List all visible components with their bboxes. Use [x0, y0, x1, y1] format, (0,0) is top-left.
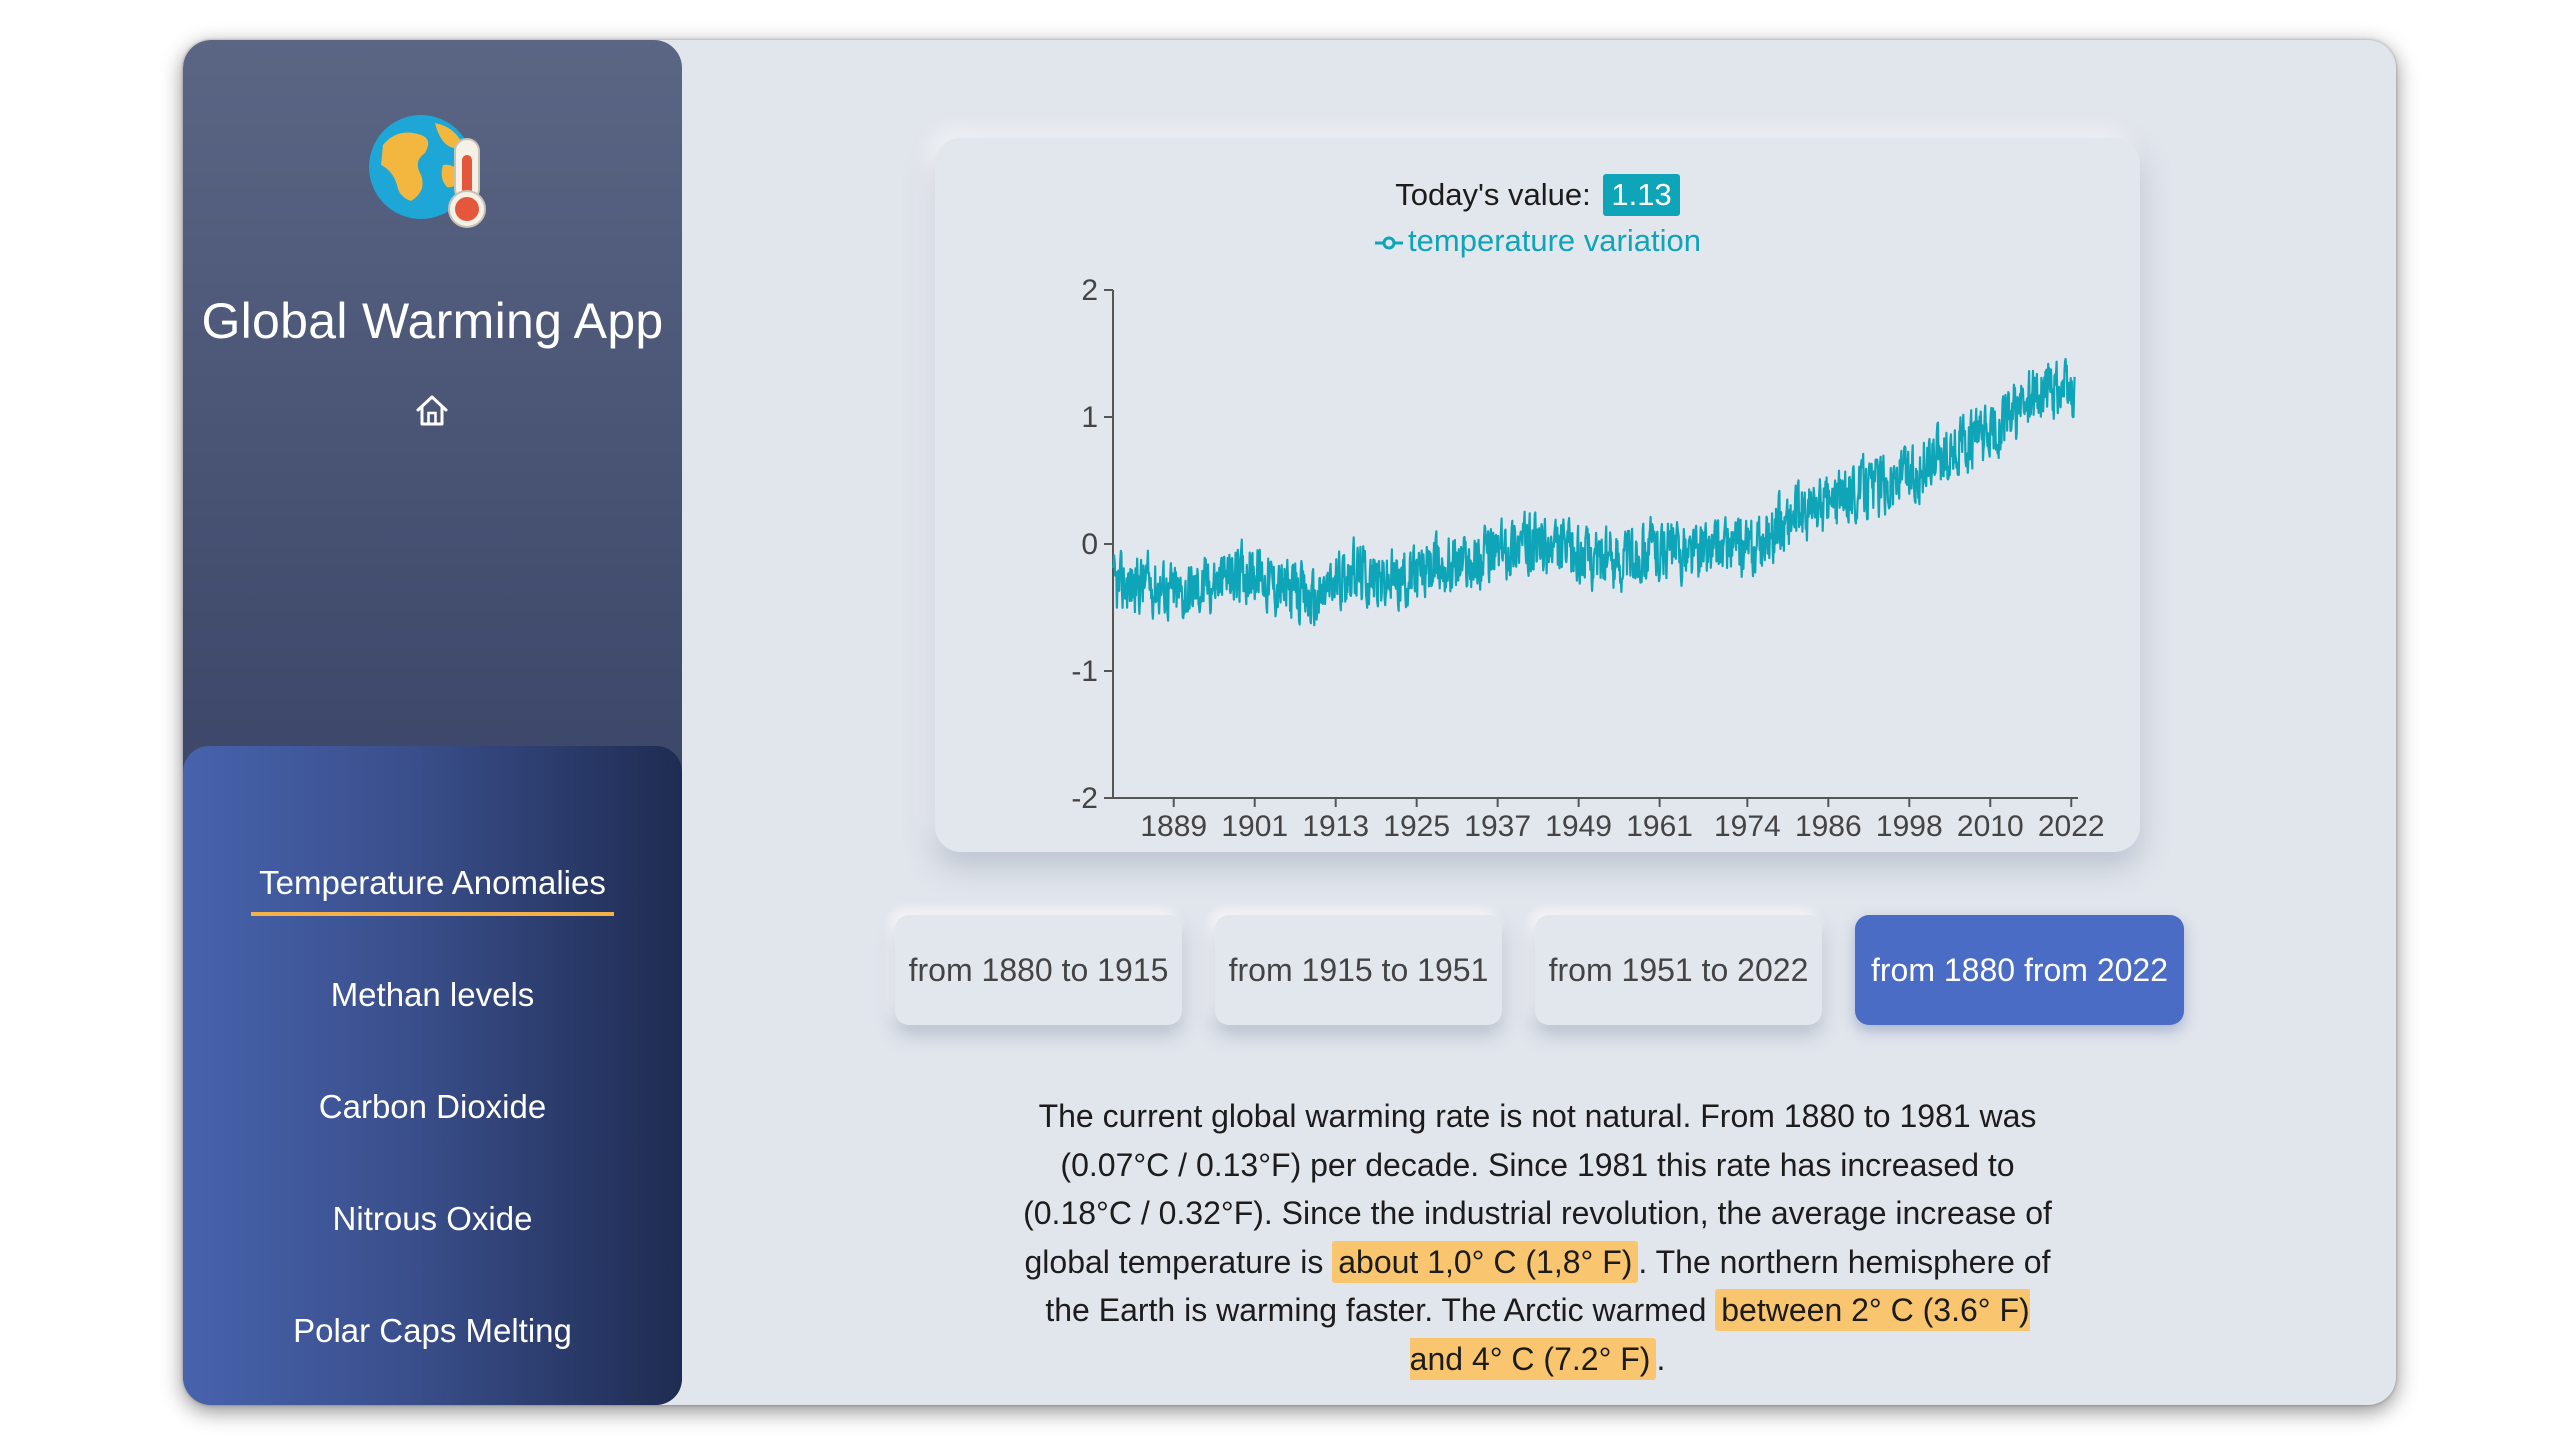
app-title: Global Warming App: [201, 293, 664, 349]
todays-value-label: Today's value:: [1395, 177, 1591, 212]
x-tick-label: 1998: [1876, 810, 1943, 843]
range-button-1880-1915[interactable]: from 1880 to 1915: [895, 915, 1182, 1025]
x-tick-label: 1961: [1626, 810, 1693, 843]
x-tick-label: 1986: [1795, 810, 1862, 843]
temperature-chart: 2 1 0 -1 -2 1889 1901 1913 1925 1937 1949 1961 1974 1…: [1071, 274, 2105, 843]
x-tick-label: 1937: [1464, 810, 1531, 843]
description-text: The current global warming rate is not n…: [1015, 1092, 2060, 1383]
nav-item-polar-caps-melting[interactable]: Polar Caps Melting: [183, 1312, 682, 1360]
x-tick-label: 1974: [1714, 810, 1781, 843]
description-part-1: The current global warming rate is not n…: [1023, 1098, 2052, 1280]
x-tick-label: 1913: [1302, 810, 1369, 843]
range-button-1880-2022[interactable]: from 1880 from 2022: [1855, 915, 2184, 1025]
y-tick-label: 2: [1081, 274, 1098, 307]
x-tick-label: 1901: [1221, 810, 1288, 843]
nav-item-label: Methan levels: [330, 976, 535, 1013]
range-button-1951-2022[interactable]: from 1951 to 2022: [1535, 915, 1822, 1025]
x-tick-label: 2022: [2038, 810, 2105, 843]
todays-value: Today's value: 1.13: [935, 174, 2140, 216]
x-tick-label: 2010: [1957, 810, 2024, 843]
y-tick-label: -2: [1071, 782, 1098, 815]
range-button-1915-1951[interactable]: from 1915 to 1951: [1215, 915, 1502, 1025]
legend-line-marker-icon: [1375, 236, 1404, 250]
x-tick-label: 1889: [1140, 810, 1207, 843]
y-tick-label: -1: [1071, 655, 1098, 688]
nav-item-temperature-anomalies[interactable]: Temperature Anomalies: [183, 864, 682, 916]
nav-item-label: Polar Caps Melting: [293, 1312, 572, 1349]
todays-value-badge: 1.13: [1603, 174, 1680, 216]
globe-thermometer-icon: [369, 115, 486, 228]
nav-item-nitrous-oxide[interactable]: Nitrous Oxide: [183, 1200, 682, 1248]
sidebar: Global Warming App Temperature Anomalies…: [183, 40, 682, 1405]
highlight-average-increase: about 1,0° C (1,8° F): [1332, 1240, 1639, 1283]
y-tick-label: 0: [1081, 528, 1098, 561]
nav-item-label: Carbon Dioxide: [318, 1088, 547, 1125]
nav-panel: Temperature Anomalies Methan levels Carb…: [183, 746, 682, 1405]
x-tick-label: 1925: [1383, 810, 1450, 843]
temperature-series-line: [1111, 357, 2076, 627]
home-icon[interactable]: [412, 391, 452, 431]
nav-item-label: Nitrous Oxide: [332, 1200, 533, 1237]
chart-legend[interactable]: temperature variation: [935, 223, 2140, 259]
app-window: Global Warming App Temperature Anomalies…: [183, 40, 2396, 1405]
x-tick-label: 1949: [1545, 810, 1612, 843]
description-part-3: .: [1656, 1340, 1666, 1377]
nav-item-label: Temperature Anomalies: [251, 864, 614, 916]
legend-label: temperature variation: [1408, 223, 1701, 258]
nav-item-methan-levels[interactable]: Methan levels: [183, 976, 682, 1024]
chart-card: Today's value: 1.13 temperature variatio…: [935, 138, 2140, 852]
nav-item-carbon-dioxide[interactable]: Carbon Dioxide: [183, 1088, 682, 1136]
description-part-2: . The northern hemisphere of the Earth i…: [1045, 1243, 2051, 1329]
y-tick-label: 1: [1081, 401, 1098, 434]
